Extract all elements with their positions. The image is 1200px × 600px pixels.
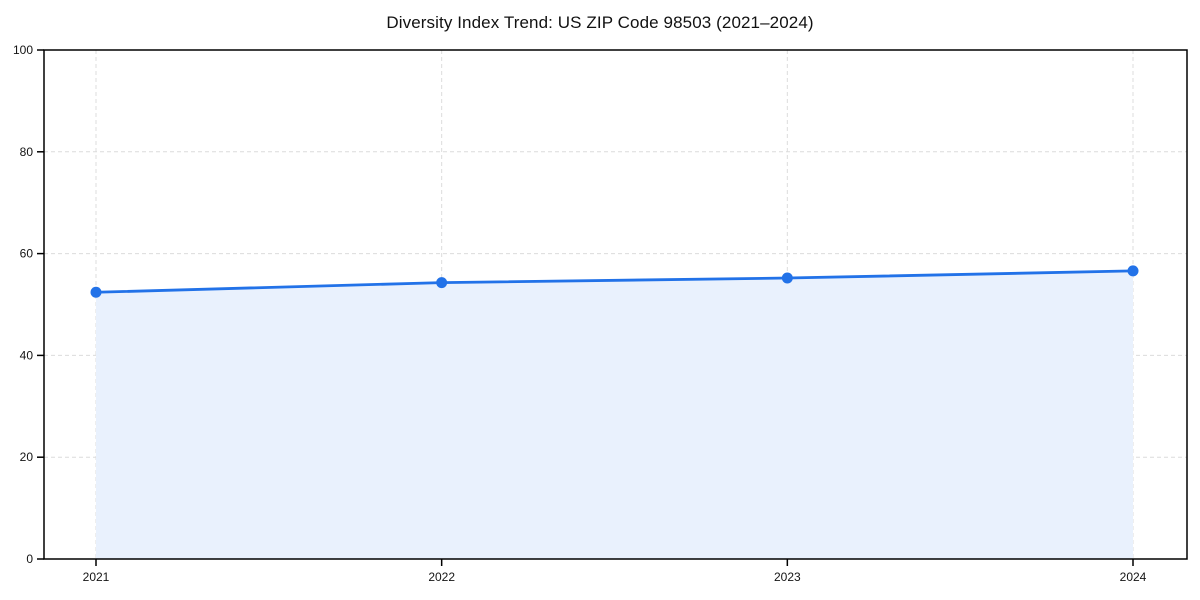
x-tick-label: 2021 <box>83 570 110 584</box>
data-point-marker <box>90 286 102 298</box>
y-tick-label: 0 <box>26 552 33 566</box>
x-tick-label: 2023 <box>774 570 801 584</box>
y-tick-label: 60 <box>20 247 34 261</box>
area-fill <box>96 270 1133 559</box>
plot-border <box>43 49 1188 560</box>
data-point-marker <box>436 277 448 289</box>
trend-line <box>94 269 1135 294</box>
y-tick-label: 20 <box>20 450 34 464</box>
x-tick-label: 2024 <box>1120 570 1147 584</box>
x-tick-label: 2022 <box>428 570 455 584</box>
y-tick-label: 80 <box>20 145 34 159</box>
chart-title: Diversity Index Trend: US ZIP Code 98503… <box>386 13 814 32</box>
data-point-marker <box>781 272 793 284</box>
y-tick-label: 40 <box>20 348 34 362</box>
y-tick-label: 100 <box>13 43 33 57</box>
data-point-marker <box>1127 265 1139 277</box>
